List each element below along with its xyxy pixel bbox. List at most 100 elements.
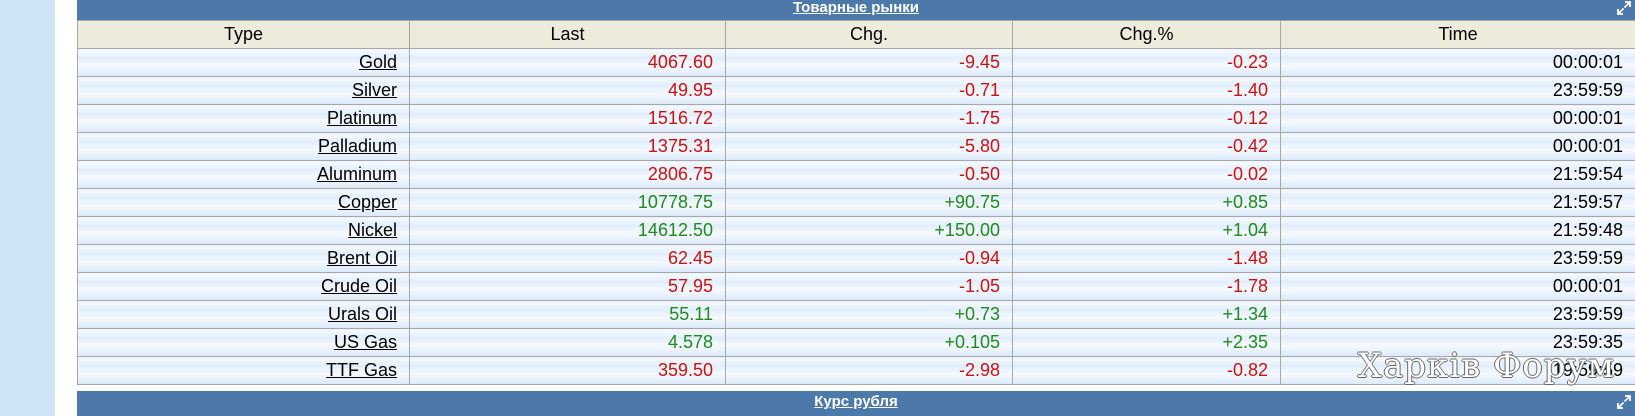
commodity-link[interactable]: Urals Oil	[327, 304, 397, 324]
commodity-link[interactable]: Silver	[351, 80, 397, 100]
section-title-link[interactable]: Курс рубля	[814, 393, 898, 410]
cell-last: 62.45	[409, 244, 726, 273]
cell-chgpct: -1.40	[1012, 76, 1281, 105]
cell-time: 21:59:48	[1280, 216, 1635, 245]
column-header-type: Type	[77, 20, 410, 49]
column-header-last: Last	[409, 20, 726, 49]
cell-chg: -1.05	[725, 272, 1013, 301]
cell-chg: +0.73	[725, 300, 1013, 329]
commodity-link[interactable]: TTF Gas	[326, 360, 397, 380]
cell-chg: -0.94	[725, 244, 1013, 273]
cell-last: 55.11	[409, 300, 726, 329]
table-row: US Gas 4.578 +0.105 +2.35 23:59:35	[77, 328, 1635, 357]
cell-time: 19:59:59	[1280, 356, 1635, 385]
expand-icon[interactable]	[1617, 1, 1631, 15]
cell-type: Silver	[77, 76, 410, 105]
cell-time: 00:00:01	[1280, 272, 1635, 301]
cell-chgpct: -0.23	[1012, 48, 1281, 77]
cell-time: 23:59:59	[1280, 244, 1635, 273]
cell-chg: +150.00	[725, 216, 1013, 245]
cell-time: 00:00:01	[1280, 132, 1635, 161]
cell-chgpct: +1.34	[1012, 300, 1281, 329]
commodity-link[interactable]: Crude Oil	[320, 276, 397, 296]
table-row: Brent Oil 62.45 -0.94 -1.48 23:59:59	[77, 244, 1635, 273]
table-row: Crude Oil 57.95 -1.05 -1.78 00:00:01	[77, 272, 1635, 301]
cell-type: Nickel	[77, 216, 410, 245]
column-header-time: Time	[1280, 20, 1635, 49]
table-row: TTF Gas 359.50 -2.98 -0.82 19:59:59	[77, 356, 1635, 385]
cell-last: 1516.72	[409, 104, 726, 133]
commodity-link[interactable]: Platinum	[326, 108, 397, 128]
cell-chg: -0.50	[725, 160, 1013, 189]
section-header-ruble-rate: Курс рубля	[77, 391, 1635, 416]
cell-type: US Gas	[77, 328, 410, 357]
commodity-link[interactable]: Palladium	[317, 136, 397, 156]
cell-chgpct: -1.78	[1012, 272, 1281, 301]
cell-chgpct: -0.12	[1012, 104, 1281, 133]
cell-time: 00:00:01	[1280, 104, 1635, 133]
cell-last: 14612.50	[409, 216, 726, 245]
cell-type: Aluminum	[77, 160, 410, 189]
section-header-commodities: Товарные рынки	[77, 0, 1635, 20]
cell-time: 23:59:35	[1280, 328, 1635, 357]
cell-type: Copper	[77, 188, 410, 217]
table-row: Aluminum 2806.75 -0.50 -0.02 21:59:54	[77, 160, 1635, 189]
cell-last: 10778.75	[409, 188, 726, 217]
cell-time: 21:59:57	[1280, 188, 1635, 217]
table-header-row: Type Last Chg. Chg.% Time	[77, 20, 1635, 49]
cell-time: 21:59:54	[1280, 160, 1635, 189]
cell-type: Crude Oil	[77, 272, 410, 301]
cell-last: 359.50	[409, 356, 726, 385]
cell-last: 4067.60	[409, 48, 726, 77]
cell-chgpct: -0.42	[1012, 132, 1281, 161]
commodity-link[interactable]: Copper	[337, 192, 397, 212]
commodity-link[interactable]: Brent Oil	[326, 248, 397, 268]
next-section: Курс рубля	[77, 391, 1635, 416]
expand-icon[interactable]	[1617, 395, 1631, 409]
gutter	[55, 0, 77, 416]
cell-type: Urals Oil	[77, 300, 410, 329]
cell-chg: -1.75	[725, 104, 1013, 133]
cell-type: TTF Gas	[77, 356, 410, 385]
table-row: Platinum 1516.72 -1.75 -0.12 00:00:01	[77, 104, 1635, 133]
cell-chgpct: +1.04	[1012, 216, 1281, 245]
table-row: Gold 4067.60 -9.45 -0.23 00:00:01	[77, 48, 1635, 77]
cell-chg: +90.75	[725, 188, 1013, 217]
cell-type: Gold	[77, 48, 410, 77]
cell-last: 1375.31	[409, 132, 726, 161]
left-side-strip	[0, 0, 55, 416]
cell-last: 49.95	[409, 76, 726, 105]
cell-chgpct: -0.82	[1012, 356, 1281, 385]
cell-chg: -5.80	[725, 132, 1013, 161]
cell-chgpct: -0.02	[1012, 160, 1281, 189]
cell-chgpct: +2.35	[1012, 328, 1281, 357]
cell-time: 23:59:59	[1280, 300, 1635, 329]
cell-chg: -9.45	[725, 48, 1013, 77]
cell-chg: -2.98	[725, 356, 1013, 385]
cell-type: Platinum	[77, 104, 410, 133]
section-title-link[interactable]: Товарные рынки	[792, 0, 920, 16]
cell-chgpct: -1.48	[1012, 244, 1281, 273]
cell-last: 57.95	[409, 272, 726, 301]
table-row: Nickel 14612.50 +150.00 +1.04 21:59:48	[77, 216, 1635, 245]
cell-type: Palladium	[77, 132, 410, 161]
cell-time: 00:00:01	[1280, 48, 1635, 77]
column-header-chg: Chg.	[725, 20, 1013, 49]
cell-last: 2806.75	[409, 160, 726, 189]
commodity-markets-panel: Товарные рынки Type Last Chg. Chg.% Time…	[77, 0, 1635, 416]
cell-chg: +0.105	[725, 328, 1013, 357]
commodity-link[interactable]: Nickel	[347, 220, 397, 240]
table-row: Urals Oil 55.11 +0.73 +1.34 23:59:59	[77, 300, 1635, 329]
cell-chgpct: +0.85	[1012, 188, 1281, 217]
cell-chg: -0.71	[725, 76, 1013, 105]
cell-time: 23:59:59	[1280, 76, 1635, 105]
cell-type: Brent Oil	[77, 244, 410, 273]
table-row: Silver 49.95 -0.71 -1.40 23:59:59	[77, 76, 1635, 105]
commodity-link[interactable]: US Gas	[333, 332, 397, 352]
table-row: Palladium 1375.31 -5.80 -0.42 00:00:01	[77, 132, 1635, 161]
commodity-link[interactable]: Aluminum	[316, 164, 397, 184]
commodity-link[interactable]: Gold	[358, 52, 397, 72]
commodity-table: Type Last Chg. Chg.% Time Gold 4067.60 -9.…	[77, 20, 1635, 385]
table-row: Copper 10778.75 +90.75 +0.85 21:59:57	[77, 188, 1635, 217]
column-header-chgpct: Chg.%	[1012, 20, 1281, 49]
